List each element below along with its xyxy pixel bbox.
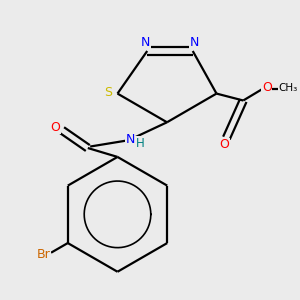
- Text: O: O: [262, 81, 272, 94]
- Text: Br: Br: [37, 248, 50, 261]
- Text: N: N: [190, 36, 199, 49]
- Text: S: S: [105, 86, 112, 100]
- Text: N: N: [125, 133, 135, 146]
- Text: CH₃: CH₃: [279, 83, 298, 93]
- Text: O: O: [219, 138, 229, 151]
- Text: N: N: [141, 36, 150, 49]
- Text: O: O: [51, 121, 61, 134]
- Text: H: H: [135, 136, 144, 150]
